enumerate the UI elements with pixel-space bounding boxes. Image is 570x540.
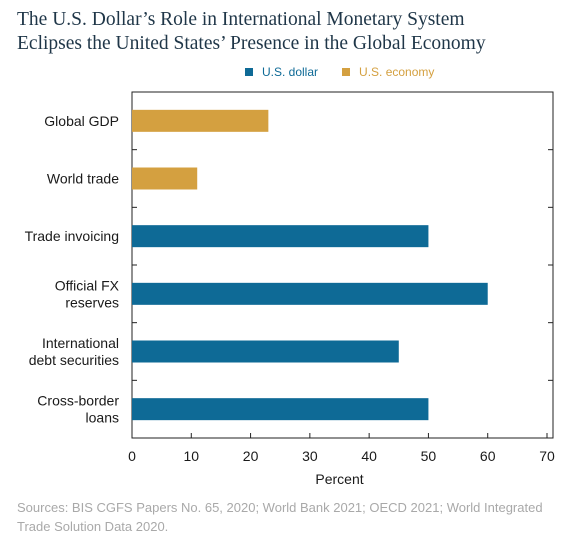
x-tick-label-4: 40: [361, 448, 377, 464]
plot-frame: [131, 91, 554, 439]
bar-1: [132, 167, 198, 190]
bar-2: [132, 225, 429, 248]
source-line-2: Trade Solution Data 2020.: [17, 519, 169, 534]
category-label-4-0: International: [42, 335, 119, 351]
legend-label-us-economy: U.S. economy: [359, 65, 435, 79]
bar-4: [132, 340, 399, 363]
bar-3: [132, 282, 488, 305]
x-axis-label: Percent: [315, 471, 363, 487]
x-tick-label-1: 10: [183, 448, 199, 464]
legend-item-us-economy: U.S. economy: [342, 65, 434, 79]
x-tick-label-5: 50: [421, 448, 437, 464]
category-label-5-1: loans: [86, 410, 119, 426]
category-label-3-1: reserves: [65, 294, 119, 310]
legend-label-us-dollar: U.S. dollar: [262, 65, 319, 79]
legend-swatch-us-dollar: [245, 68, 253, 76]
x-tick-label-0: 0: [128, 448, 136, 464]
category-label-1-0: World trade: [47, 171, 119, 187]
source-note: Sources: BIS CGFS Papers No. 65, 2020; W…: [17, 498, 557, 536]
category-label-4-1: debt securities: [29, 352, 119, 368]
bar-5: [132, 398, 429, 421]
legend-swatch-us-economy: [342, 68, 351, 76]
bar-0: [132, 109, 269, 132]
chart-title-line-1: The U.S. Dollar’s Role in International …: [17, 9, 465, 30]
chart-title: The U.S. Dollar’s Role in International …: [17, 8, 562, 56]
x-tick-label-7: 70: [539, 448, 555, 464]
category-label-2-0: Trade invoicing: [25, 228, 119, 244]
chart-title-line-2: Eclipses the United States’ Presence in …: [17, 33, 486, 54]
x-tick-label-2: 20: [243, 448, 259, 464]
category-label-3-0: Official FX: [55, 277, 120, 293]
bar-chart: Global GDP World trade Trade invoicing Offi…: [25, 91, 555, 487]
category-label-0-0: Global GDP: [44, 113, 119, 129]
legend-item-us-dollar: U.S. dollar: [245, 65, 318, 79]
source-line-1: Sources: BIS CGFS Papers No. 65, 2020; W…: [17, 500, 543, 515]
x-tick-label-6: 60: [480, 448, 496, 464]
category-label-5-0: Cross-border: [37, 393, 119, 409]
x-tick-label-3: 30: [302, 448, 318, 464]
chart-legend: U.S. dollar U.S. economy: [245, 64, 458, 80]
